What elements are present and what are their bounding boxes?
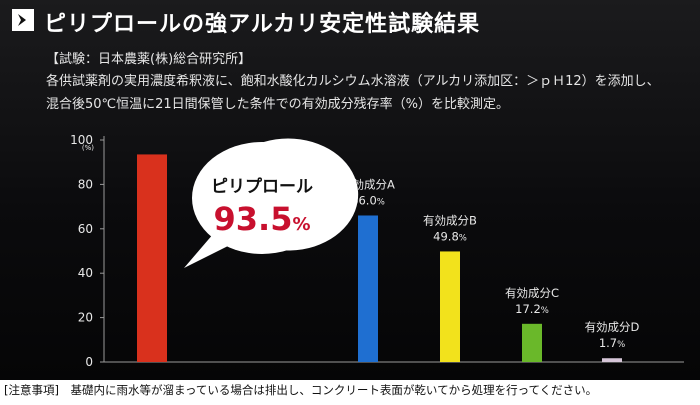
bar-4 <box>522 323 542 362</box>
bar-value-label: 49.8% <box>433 229 467 243</box>
description-line-2: 混合後50℃恒温に21日間保管した条件での有効成分残存率（%）を比較測定。 <box>46 97 510 112</box>
chart-panel: ピリプロールの強アルカリ安定性試験結果 【試験：日本農薬(株)総合研究所】 各供… <box>0 0 700 380</box>
y-tick-label: 60 <box>78 222 93 236</box>
page-title: ピリプロールの強アルカリ安定性試験結果 <box>44 12 481 37</box>
bar-5 <box>602 358 622 362</box>
y-tick-label: 20 <box>78 311 93 325</box>
bar-2 <box>358 215 378 362</box>
callout-product-name: ピリプロール <box>211 176 313 197</box>
bar-value-label: 17.2% <box>515 302 549 316</box>
callout-bubble-body <box>192 142 332 254</box>
y-tick-label: 0 <box>85 355 93 369</box>
y-tick-label: 40 <box>78 266 93 280</box>
bar-value-label: 1.7% <box>599 336 625 350</box>
bar-3 <box>440 251 460 362</box>
test-source: 【試験：日本農薬(株)総合研究所】 <box>46 52 252 67</box>
caution-note: [注意事項] 基礎内に雨水等が溜まっている場合は排出し、コンクリート表面が乾いて… <box>4 383 598 397</box>
y-axis-unit: (%) <box>82 144 94 152</box>
title-arrow-icon <box>12 9 34 31</box>
bar-category-label: 有効成分B <box>423 213 477 227</box>
callout-value: 93.5% <box>214 200 311 238</box>
bar-chart: 020406080100(%)有効成分A66.0%有効成分B49.8%有効成分C… <box>70 133 684 369</box>
bar-category-label: 有効成分D <box>585 320 640 334</box>
bar-category-label: 有効成分C <box>505 286 559 300</box>
y-tick-label: 80 <box>78 177 93 191</box>
description-line-1: 各供試薬剤の実用濃度希釈液に、飽和水酸化カルシウム水溶液（アルカリ添加区：＞ｐＨ… <box>46 74 660 89</box>
bar-1 <box>137 154 167 362</box>
y-tick-label: 100 <box>70 133 93 147</box>
